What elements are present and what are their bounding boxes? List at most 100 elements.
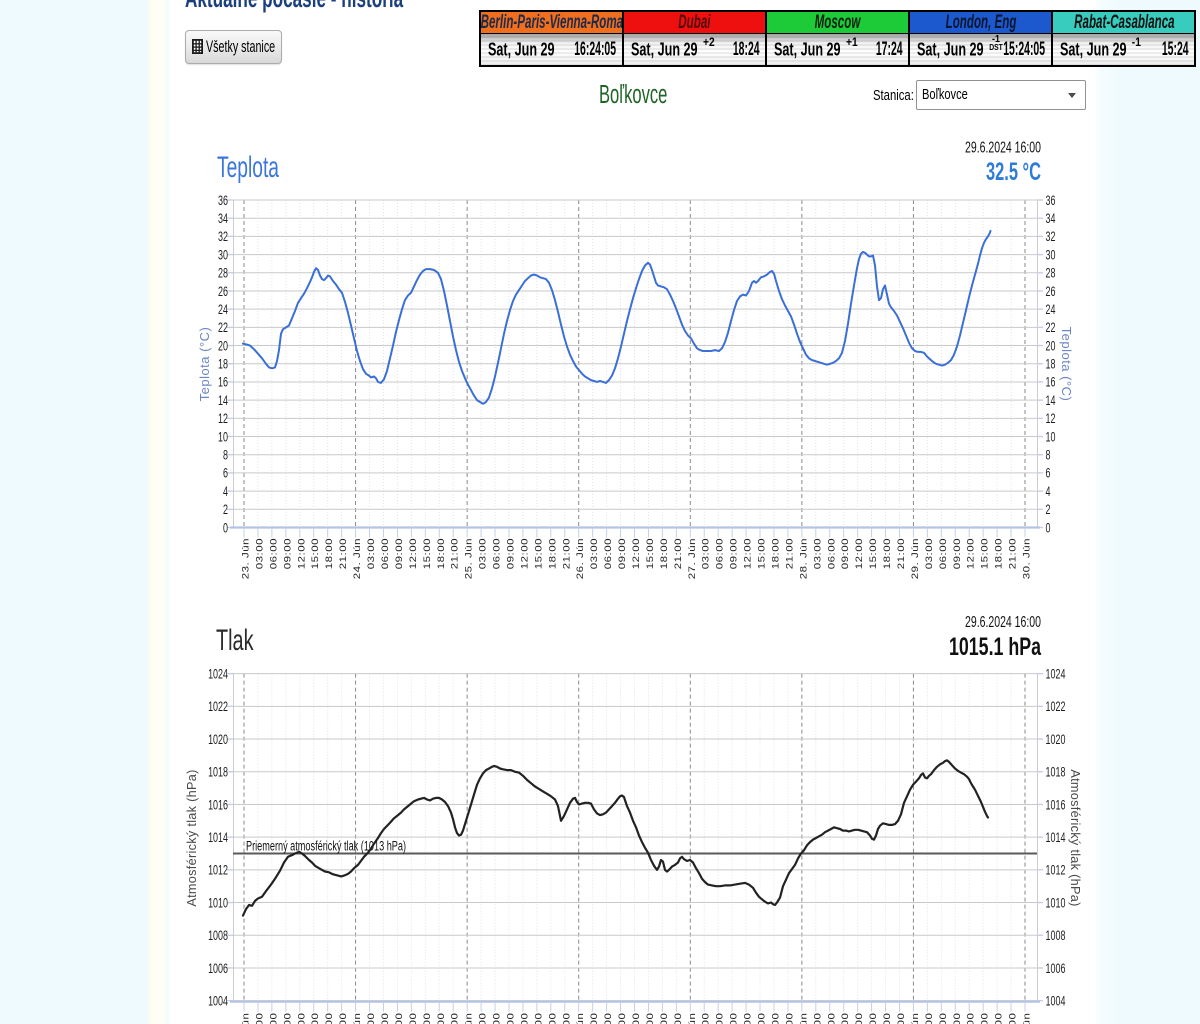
svg-text:15:00: 15:00 (646, 1013, 656, 1024)
svg-text:09:00: 09:00 (395, 1013, 405, 1024)
svg-text:12:00: 12:00 (520, 1013, 530, 1024)
svg-text:24. Jún: 24. Jún (353, 1013, 363, 1024)
svg-text:06:00: 06:00 (604, 538, 614, 569)
svg-text:12:00: 12:00 (297, 538, 307, 569)
svg-text:1008: 1008 (208, 928, 228, 943)
svg-text:12:00: 12:00 (744, 1013, 754, 1024)
svg-text:18:00: 18:00 (325, 1013, 335, 1024)
svg-text:28. Jún: 28. Jún (799, 538, 809, 579)
svg-text:18:00: 18:00 (771, 538, 781, 569)
svg-text:09:00: 09:00 (730, 1013, 740, 1024)
svg-text:26: 26 (1046, 284, 1056, 299)
svg-text:32: 32 (218, 229, 228, 244)
svg-text:06:00: 06:00 (269, 1013, 279, 1024)
svg-text:28: 28 (1046, 266, 1056, 281)
svg-text:18:00: 18:00 (437, 1013, 447, 1024)
svg-text:Teplota (°C): Teplota (°C) (197, 327, 212, 402)
svg-text:1014: 1014 (208, 830, 228, 845)
svg-text:03:00: 03:00 (255, 1013, 265, 1024)
svg-text:0: 0 (223, 520, 228, 535)
svg-text:12: 12 (218, 411, 228, 426)
svg-text:03:00: 03:00 (702, 538, 712, 569)
svg-text:12:00: 12:00 (297, 1013, 307, 1024)
svg-text:30. Jún: 30. Jún (1022, 538, 1032, 579)
svg-text:03:00: 03:00 (479, 538, 489, 569)
svg-text:09:00: 09:00 (506, 538, 516, 569)
svg-text:1006: 1006 (208, 961, 228, 976)
svg-text:1010: 1010 (208, 895, 228, 910)
svg-text:09:00: 09:00 (395, 538, 405, 569)
svg-text:06:00: 06:00 (827, 1013, 837, 1024)
svg-text:1012: 1012 (208, 863, 228, 878)
svg-text:06:00: 06:00 (381, 1013, 391, 1024)
svg-text:6: 6 (1046, 466, 1051, 481)
svg-text:14: 14 (1046, 393, 1056, 408)
svg-text:14: 14 (218, 393, 228, 408)
svg-text:09:00: 09:00 (618, 538, 628, 569)
svg-text:15:00: 15:00 (311, 538, 321, 569)
svg-text:21:00: 21:00 (785, 538, 795, 569)
svg-text:25. Jún: 25. Jún (465, 1013, 475, 1024)
svg-text:36: 36 (1046, 193, 1056, 208)
svg-text:30: 30 (1046, 247, 1056, 262)
svg-text:15:00: 15:00 (646, 538, 656, 569)
svg-text:21:00: 21:00 (785, 1013, 795, 1024)
svg-text:15:00: 15:00 (869, 538, 879, 569)
svg-text:09:00: 09:00 (506, 1013, 516, 1024)
svg-text:03:00: 03:00 (925, 1013, 935, 1024)
svg-text:03:00: 03:00 (367, 1013, 377, 1024)
svg-text:18:00: 18:00 (883, 538, 893, 569)
svg-text:15:00: 15:00 (981, 538, 991, 569)
svg-text:25. Jún: 25. Jún (465, 538, 475, 579)
svg-text:06:00: 06:00 (939, 1013, 949, 1024)
svg-text:Priemerný atmosférický tlak (1: Priemerný atmosférický tlak (1013 hPa) (246, 839, 406, 854)
svg-text:23. Jún: 23. Jún (241, 1013, 251, 1024)
svg-text:4: 4 (1046, 484, 1051, 499)
svg-text:32: 32 (1046, 229, 1056, 244)
svg-text:12:00: 12:00 (967, 538, 977, 569)
svg-text:29.6.2024 16:00: 29.6.2024 16:00 (965, 140, 1041, 157)
svg-text:10: 10 (1046, 429, 1056, 444)
svg-text:18: 18 (218, 357, 228, 372)
svg-text:21:00: 21:00 (674, 1013, 684, 1024)
svg-text:27. Jún: 27. Jún (688, 538, 698, 579)
svg-text:1016: 1016 (208, 797, 228, 812)
svg-text:12: 12 (1046, 411, 1056, 426)
svg-text:18: 18 (1046, 357, 1056, 372)
svg-text:15:00: 15:00 (981, 1013, 991, 1024)
svg-text:21:00: 21:00 (1008, 538, 1018, 569)
svg-text:15:00: 15:00 (757, 538, 767, 569)
svg-text:1022: 1022 (208, 699, 228, 714)
svg-text:21:00: 21:00 (1008, 1013, 1018, 1024)
svg-text:21:00: 21:00 (451, 1013, 461, 1024)
svg-text:22: 22 (218, 320, 228, 335)
svg-text:15:00: 15:00 (534, 1013, 544, 1024)
svg-text:1022: 1022 (1046, 699, 1066, 714)
svg-text:0: 0 (1046, 520, 1051, 535)
svg-text:1006: 1006 (1046, 961, 1066, 976)
svg-text:29. Jún: 29. Jún (911, 538, 921, 579)
svg-text:18:00: 18:00 (995, 538, 1005, 569)
svg-text:2: 2 (1046, 502, 1051, 517)
svg-text:16: 16 (1046, 375, 1056, 390)
svg-text:1018: 1018 (208, 765, 228, 780)
svg-text:06:00: 06:00 (827, 538, 837, 569)
svg-text:1008: 1008 (1046, 928, 1066, 943)
svg-text:12:00: 12:00 (855, 538, 865, 569)
svg-text:03:00: 03:00 (479, 1013, 489, 1024)
svg-text:22: 22 (1046, 320, 1056, 335)
svg-text:06:00: 06:00 (492, 1013, 502, 1024)
svg-text:32.5 °C: 32.5 °C (986, 158, 1041, 186)
svg-text:18:00: 18:00 (995, 1013, 1005, 1024)
svg-text:1014: 1014 (1046, 830, 1066, 845)
svg-text:12:00: 12:00 (409, 538, 419, 569)
svg-text:1020: 1020 (208, 732, 228, 747)
svg-text:09:00: 09:00 (841, 538, 851, 569)
svg-text:16: 16 (218, 375, 228, 390)
svg-text:20: 20 (1046, 338, 1056, 353)
svg-text:1018: 1018 (1046, 765, 1066, 780)
svg-text:06:00: 06:00 (492, 538, 502, 569)
svg-text:21:00: 21:00 (562, 538, 572, 569)
svg-text:24: 24 (1046, 302, 1056, 317)
svg-text:06:00: 06:00 (716, 538, 726, 569)
